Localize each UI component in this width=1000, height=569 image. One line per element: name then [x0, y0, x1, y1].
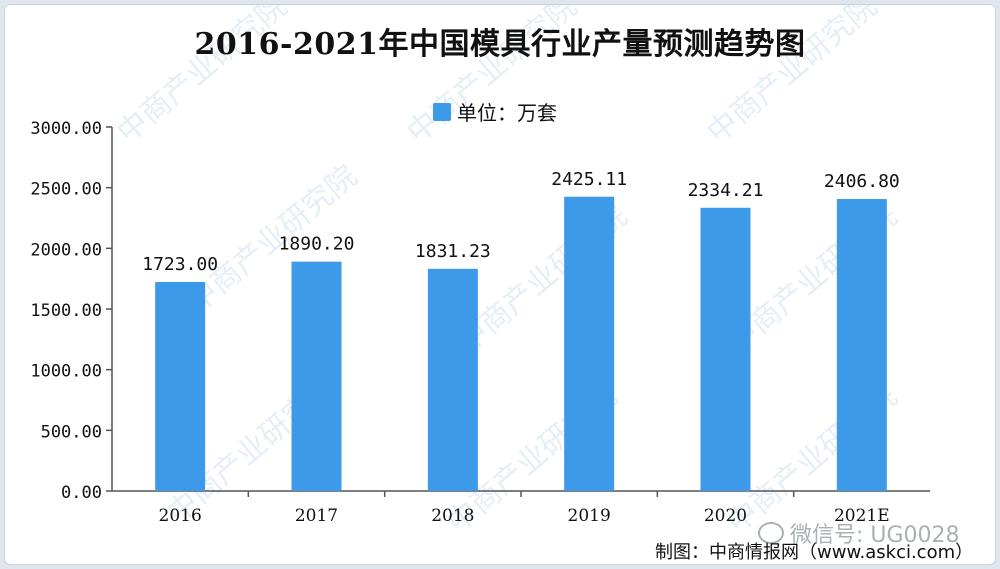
y-tick-label: 1000.00 — [30, 362, 102, 382]
x-tick-label: 2019 — [568, 506, 611, 526]
chart-frame: 中商产业研究院 中商产业研究院 中商产业研究院 中商产业研究院 中商产业研究院 … — [4, 4, 996, 565]
y-tick-label: 2000.00 — [30, 240, 102, 260]
x-tick-label: 2017 — [295, 506, 338, 526]
x-tick-label: 2018 — [431, 506, 474, 526]
data-label: 1890.20 — [279, 234, 355, 255]
y-tick-label: 2500.00 — [30, 180, 102, 200]
data-label: 2334.21 — [688, 180, 764, 201]
data-label: 2406.80 — [824, 171, 900, 192]
legend-label: 单位：万套 — [457, 101, 557, 125]
chart-legend: 单位：万套 — [433, 97, 557, 126]
x-tick-label: 2016 — [159, 506, 202, 526]
data-label: 1831.23 — [415, 241, 491, 262]
data-label: 1723.00 — [142, 254, 218, 275]
bar-chart: 0.00 500.00 1000.00 1500.00 2000.00 2500.00 30… — [30, 119, 930, 526]
source-credit: 制图：中商情报网（www.askci.com） — [655, 542, 974, 563]
y-tick-label: 500.00 — [41, 422, 102, 442]
bar — [155, 281, 206, 491]
y-tick-label: 3000.00 — [30, 119, 102, 139]
y-tick-label: 0.00 — [61, 483, 102, 503]
x-tick-label: 2020 — [704, 506, 747, 526]
chart-title: 2016-2021年中国模具行业产量预测趋势图 — [194, 27, 806, 62]
bar — [564, 196, 615, 491]
x-tick-label: 2021E — [834, 506, 890, 526]
legend-swatch — [433, 102, 451, 121]
data-label: 2425.11 — [551, 169, 627, 190]
y-tick-label: 1500.00 — [30, 301, 102, 321]
bar — [836, 198, 887, 492]
bar — [700, 207, 751, 491]
wechat-text: 微信号: UG0028 — [790, 523, 960, 548]
wechat-icon — [758, 522, 784, 544]
bar — [291, 261, 342, 491]
wechat-id: 微信号: UG0028 — [758, 517, 960, 549]
bar — [427, 268, 478, 491]
